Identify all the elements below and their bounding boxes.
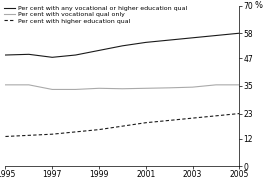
Legend: Per cent with any vocational or higher education qual, Per cent with vocational : Per cent with any vocational or higher e… (4, 6, 187, 24)
Y-axis label: %: % (254, 1, 262, 10)
